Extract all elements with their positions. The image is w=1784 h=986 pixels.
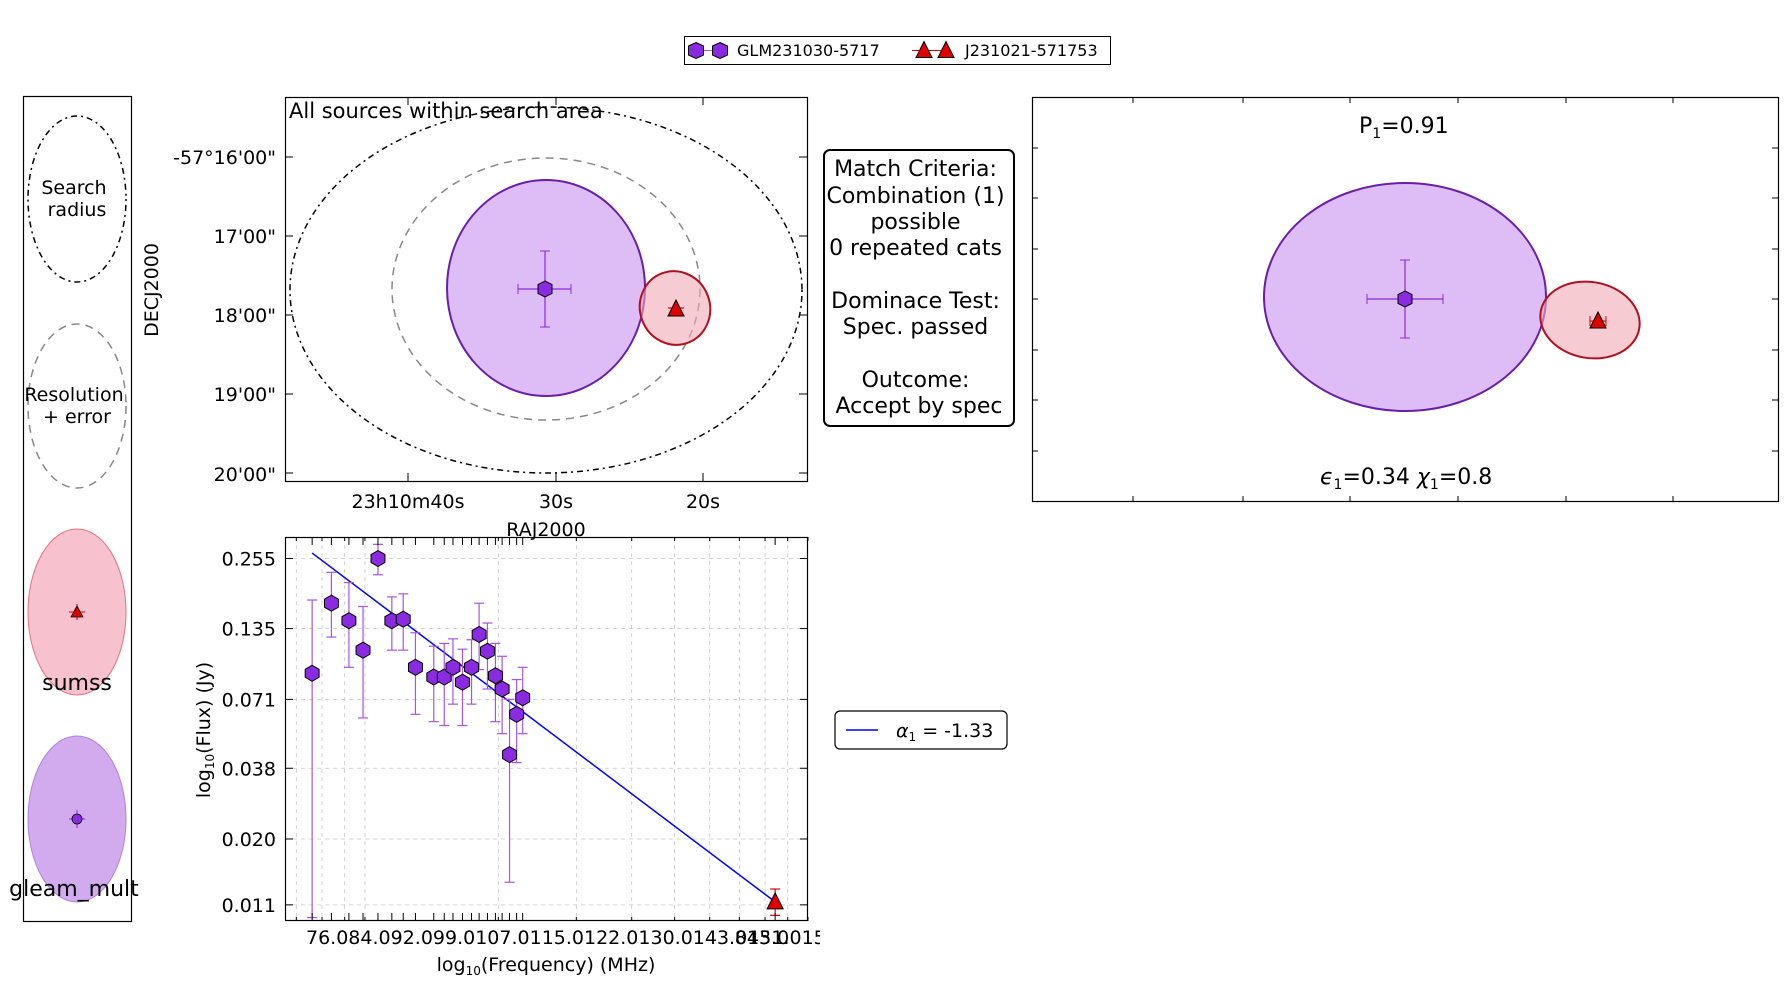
- search-radius-label: Search radius: [41, 177, 112, 221]
- sed-ytick-label: 0.255: [222, 549, 276, 571]
- data-point-circle: [395, 610, 411, 628]
- sky-panel-title: All sources within search area: [289, 99, 603, 123]
- sky-ytick-label: 20'00": [214, 464, 276, 486]
- sumss-label: sumss: [42, 671, 112, 696]
- gleam-label: gleam_multi: [9, 877, 140, 902]
- combo-glm-marker: [1366, 259, 1444, 339]
- sed-errorbars: [307, 543, 781, 919]
- top-legend: GLM231030-5717 J231021-571753: [684, 36, 1111, 65]
- sed-legend: α1 = -1.33: [834, 710, 1008, 750]
- data-point-circle: [471, 625, 487, 644]
- glm-source-marker: [517, 250, 572, 328]
- sed-yticklabels: 0.255 0.135 0.071 0.038 0.020 0.011: [222, 549, 276, 917]
- legend-circle-marker: [712, 41, 728, 60]
- data-point-circle: [479, 642, 495, 660]
- sky-ytick-label: -57°16'00": [173, 147, 276, 169]
- fit-legend-label: α1 = -1.33: [896, 720, 993, 744]
- sky-ytick-label: 19'00": [214, 384, 276, 406]
- legend-triangle-marker: [937, 40, 955, 58]
- data-point-circle: [323, 594, 339, 612]
- gleam-key-marker: [69, 810, 85, 828]
- data-point-circle: [355, 641, 371, 659]
- sky-y-ticks: [285, 156, 807, 474]
- legend-circle-marker: [688, 41, 704, 60]
- sed-ytick-label: 0.135: [222, 619, 276, 641]
- sed-ytick-label: 0.071: [222, 689, 276, 711]
- sky-ytick-label: 17'00": [214, 226, 276, 248]
- data-point-circle: [370, 549, 386, 568]
- data-point-circle: [515, 689, 531, 707]
- sky-xtick-label: 20s: [686, 491, 720, 513]
- legend-label-j231021: J231021-571753: [964, 41, 1098, 60]
- sky-x-ticks: [407, 97, 704, 481]
- sky-xlabel: RAJ2000: [506, 519, 585, 541]
- legend-entry-glm: GLM231030-5717: [688, 41, 880, 60]
- sed-xlabel: log10(Frequency) (MHz): [437, 954, 656, 978]
- search-radius-key: [27, 115, 127, 283]
- sky-ytick-label: 18'00": [214, 305, 276, 327]
- key-panel: Search radius Resolution + error sumss g…: [9, 95, 140, 923]
- sed-chart: 0.255 0.135 0.071 0.038 0.020 0.011 76.084.09…: [193, 536, 820, 978]
- resolution-error-label: Resolution + error: [24, 384, 129, 428]
- legend-label-glm: GLM231030-5717: [737, 41, 880, 60]
- data-point-circle: [445, 658, 461, 676]
- probability-label: P1=0.91: [1359, 114, 1449, 142]
- data-point-circle: [487, 667, 503, 685]
- data-point-circle: [304, 664, 320, 682]
- sky-xtick-label: 23h10m40s: [352, 491, 465, 513]
- resolution-error-key: [27, 323, 127, 489]
- legend-entry-j231021: J231021-571753: [912, 40, 1098, 60]
- sed-ticks: [285, 537, 809, 921]
- sed-ytick-label: 0.011: [222, 895, 276, 917]
- sky-xtick-label: 30s: [539, 491, 573, 513]
- combination-ticks: [1032, 97, 1778, 502]
- sed-grid: [285, 537, 808, 921]
- combination-panel: P1=0.91 ϵ1=0.34 χ1=0.8: [1031, 96, 1780, 503]
- sky-panel: All sources within search area -57°16'00…: [141, 96, 809, 541]
- sed-ylabel: log10(Flux) (Jy): [193, 662, 217, 798]
- data-point-circle: [494, 680, 510, 698]
- sky-ylabel: DECJ2000: [141, 243, 163, 337]
- legend-triangle-marker: [915, 40, 933, 58]
- combo-j231021-marker: [1589, 310, 1607, 329]
- data-point-circle: [464, 658, 479, 676]
- sed-xtick-label-overlap: 76.084.092.099.0107.0115.0122.0130.0143.…: [306, 927, 820, 949]
- sed-ytick-label: 0.020: [222, 829, 276, 851]
- data-point-circle: [455, 673, 470, 691]
- search-radius-ellipse: [289, 106, 803, 474]
- fit-line: [311, 552, 776, 903]
- sed-markers: [304, 549, 784, 910]
- data-point-circle: [341, 612, 357, 630]
- data-point-circle: [407, 658, 423, 676]
- sed-xtick-label-843: 843.0: [735, 927, 789, 949]
- epsilon-chi-label: ϵ1=0.34 χ1=0.8: [1320, 465, 1492, 493]
- sed-ytick-label: 0.038: [222, 758, 276, 780]
- criteria-text: Match Criteria: Combination (1) possible…: [826, 157, 1011, 419]
- criteria-box: Match Criteria: Combination (1) possible…: [823, 149, 1015, 427]
- data-point-circle: [502, 746, 517, 764]
- data-point-triangle: [766, 891, 784, 910]
- data-point-circle: [509, 705, 525, 723]
- j231021-source-marker: [667, 298, 685, 317]
- sumss-key-marker: [69, 604, 85, 620]
